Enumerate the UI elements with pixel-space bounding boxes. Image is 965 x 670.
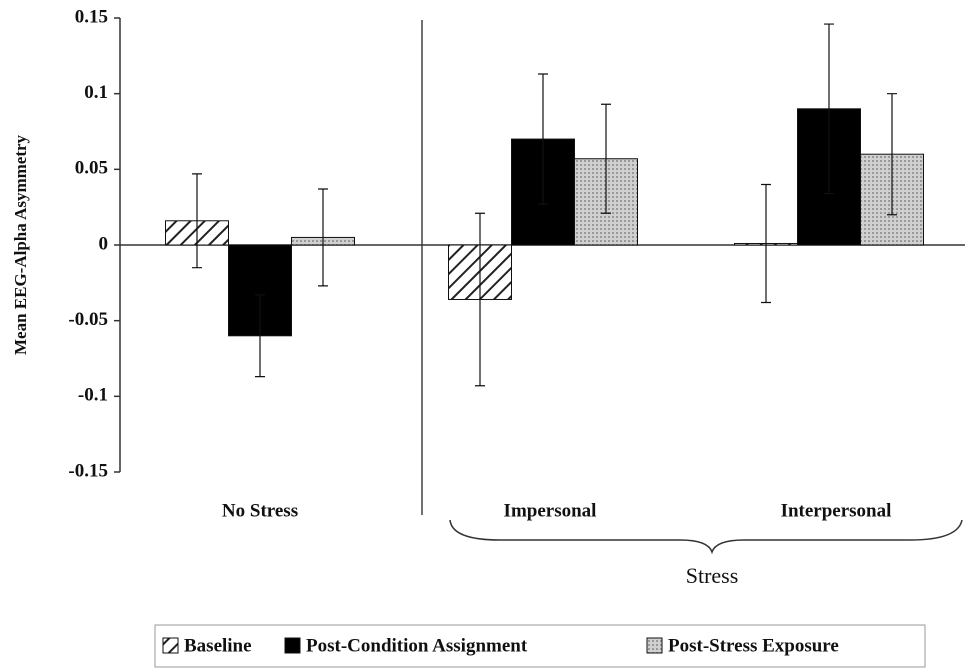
y-tick-label: 0.05 [75, 158, 108, 179]
legend-label: Post-Condition Assignment [306, 635, 528, 656]
brace [449, 519, 963, 555]
error-bar [318, 188, 328, 287]
error-bar [824, 23, 834, 195]
annotation: Stress [686, 563, 739, 588]
legend [154, 624, 926, 668]
error-bar [475, 212, 485, 387]
y-axis-label: Mean EEG-Alpha Asymmetry [11, 134, 30, 355]
y-tick-label: 0.1 [84, 82, 108, 103]
error-bar [887, 93, 897, 216]
y-tick-label: 0.15 [75, 6, 108, 27]
y-tick-label: -0.05 [68, 309, 108, 330]
error-bar [192, 173, 202, 269]
legend-swatch [284, 637, 301, 654]
x-tick-label: Impersonal [504, 500, 597, 521]
y-tick-label: -0.15 [68, 460, 108, 481]
legend-swatch [162, 637, 179, 654]
error-bar [255, 294, 265, 378]
error-bar [538, 73, 548, 205]
error-bar [761, 183, 771, 304]
x-tick-label: Interpersonal [781, 500, 892, 521]
x-tick-label: No Stress [222, 500, 298, 521]
legend-label: Post-Stress Exposure [668, 635, 839, 656]
y-tick-label: 0 [99, 233, 109, 254]
legend-swatch [646, 637, 663, 654]
error-bar [601, 103, 611, 214]
y-tick-label: -0.1 [78, 385, 108, 406]
legend-label: Baseline [184, 635, 252, 656]
